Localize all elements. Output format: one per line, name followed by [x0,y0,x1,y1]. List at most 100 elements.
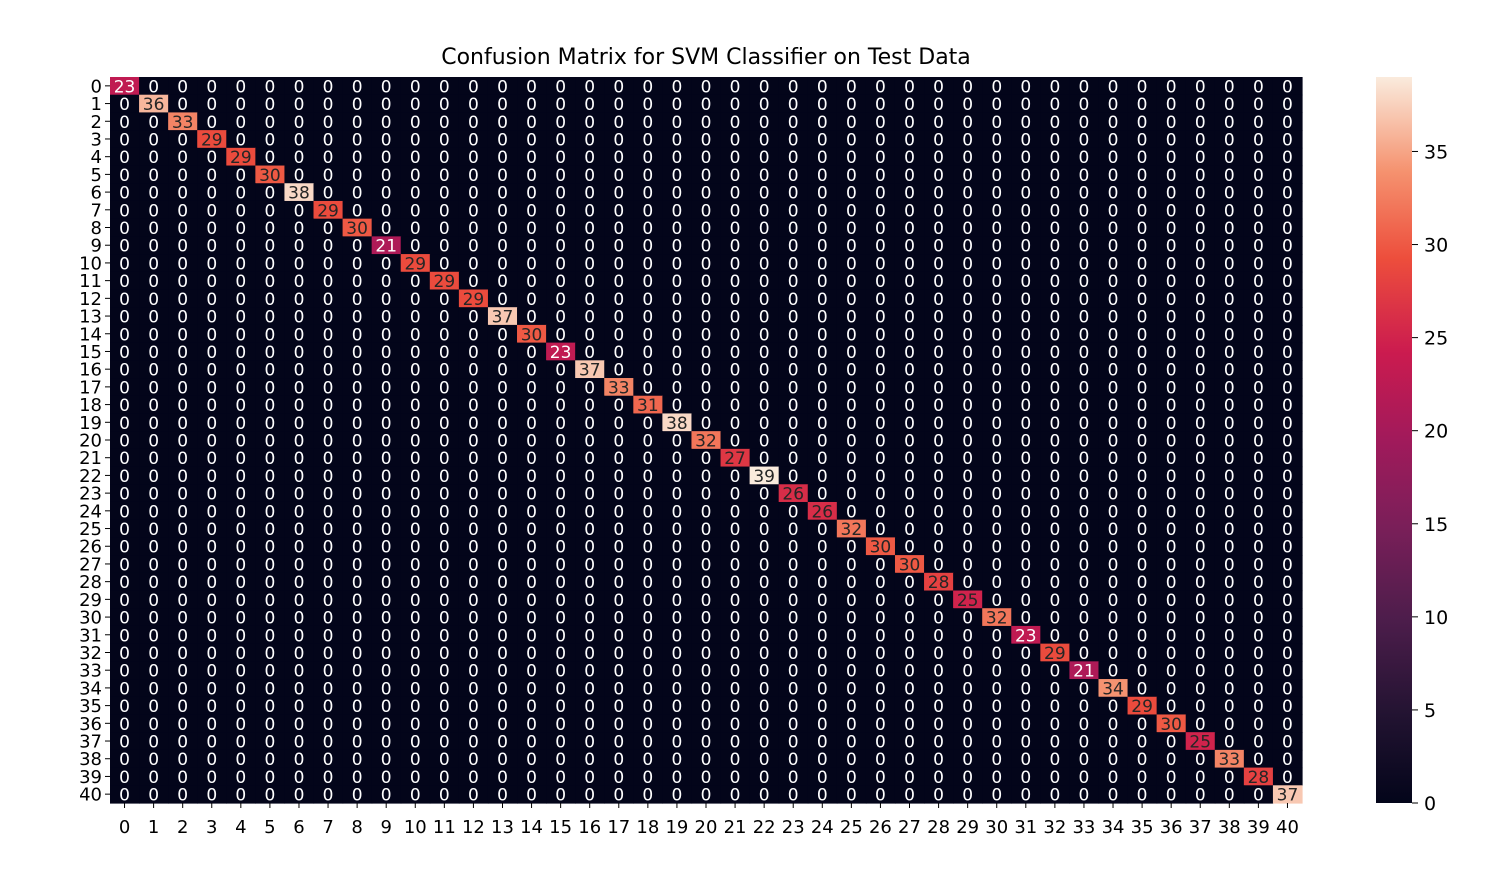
heatmap-cell-5-31 [1011,165,1041,184]
heatmap-cell-9-38 [1214,236,1245,255]
heatmap-cell-0-38 [1214,77,1245,96]
heatmap-cell-11-38 [1214,271,1245,291]
heatmap-cell-0-15 [546,77,576,96]
heatmap-cell-3-8 [342,130,373,149]
heatmap-cell-7-9 [371,200,402,220]
heatmap-cell-10-24 [807,254,838,273]
heatmap-cell-4-3 [197,147,227,167]
heatmap-cell-4-1 [139,147,169,167]
heatmap-cell-9-9 [371,236,402,255]
heatmap-cell-3-10 [400,130,431,149]
heatmap-cell-2-12 [458,112,489,131]
cell-value-40-25: 0 [846,786,857,806]
heatmap-cell-7-37 [1185,200,1216,220]
heatmap-cell-1-17 [604,94,634,114]
heatmap-cell-1-19 [662,94,693,114]
colorbar-tick-label-4: 20 [1424,421,1448,443]
heatmap-cell-4-30 [982,147,1012,167]
heatmap-cell-2-3 [197,112,227,131]
heatmap-cell-7-40 [1272,200,1303,220]
heatmap-cell-3-25 [836,130,867,149]
heatmap-cell-2-14 [517,112,547,131]
heatmap-cell-9-5 [255,236,286,255]
heatmap-cell-1-23 [778,94,809,114]
heatmap-cell-0-33 [1069,77,1100,96]
heatmap-cell-1-20 [691,94,722,114]
heatmap-cell-3-39 [1243,130,1274,149]
cell-value-40-22: 0 [759,786,770,806]
heatmap-cell-9-16 [575,236,605,255]
heatmap-cell-3-37 [1185,130,1216,149]
heatmap-cell-10-40 [1272,254,1303,273]
heatmap-cell-6-19 [662,183,693,202]
heatmap-cell-3-20 [691,130,722,149]
heatmap-cell-0-19 [662,77,693,96]
heatmap-cell-9-19 [662,236,693,255]
heatmap-cell-1-24 [807,94,838,114]
x-tick-label-25: 25 [840,817,863,838]
heatmap-cell-10-26 [865,254,896,273]
heatmap-cell-2-26 [865,112,896,131]
heatmap-cell-12-7 [313,289,344,308]
x-tick-label-2: 2 [177,817,188,838]
heatmap-cell-3-28 [924,130,954,149]
heatmap-cell-7-0 [110,200,140,220]
x-tick-label-30: 30 [985,817,1008,838]
cell-value-40-11: 0 [439,786,450,806]
heatmap-cell-4-28 [924,147,954,167]
heatmap-cell-10-32 [1040,254,1071,273]
heatmap-cell-10-3 [197,254,227,273]
heatmap-cell-4-7 [313,147,344,167]
heatmap-cell-2-24 [807,112,838,131]
heatmap-cell-0-34 [1098,77,1129,96]
heatmap-cell-7-32 [1040,200,1071,220]
heatmap-cell-2-40 [1272,112,1303,131]
heatmap-cell-3-38 [1214,130,1245,149]
heatmap-cell-3-3 [197,130,227,149]
heatmap-cell-9-36 [1156,236,1187,255]
heatmap-cell-0-28 [924,77,954,96]
heatmap-cell-11-13 [487,271,518,291]
heatmap-cell-1-30 [982,94,1012,114]
heatmap-cell-6-11 [429,183,460,202]
heatmap-cell-1-3 [197,94,227,114]
heatmap-cell-3-33 [1069,130,1100,149]
colorbar-tick-label-6: 30 [1424,235,1448,257]
x-tick-label-39: 39 [1247,817,1270,838]
heatmap-cell-0-25 [836,77,867,96]
heatmap-cell-11-2 [168,271,198,291]
heatmap-cell-5-13 [487,165,518,184]
heatmap-cell-2-17 [604,112,634,131]
x-tick-label-16: 16 [578,817,601,838]
heatmap-cell-3-15 [546,130,576,149]
heatmap-cell-0-31 [1011,77,1041,96]
heatmap-cell-3-34 [1098,130,1129,149]
cell-value-40-33: 0 [1079,786,1090,806]
heatmap-cell-8-7 [313,218,344,237]
heatmap-cell-3-0 [110,130,140,149]
heatmap-cell-10-21 [720,254,751,273]
heatmap-cell-4-12 [458,147,489,167]
heatmap-cell-4-27 [894,147,925,167]
heatmap-cell-0-4 [226,77,256,96]
heatmap-cell-8-2 [168,218,198,237]
heatmap-cell-8-30 [982,218,1012,237]
heatmap-cell-8-32 [1040,218,1071,237]
heatmap-cell-11-32 [1040,271,1071,291]
heatmap-cell-7-23 [778,200,809,220]
heatmap-cell-12-6 [284,289,315,308]
heatmap-cell-2-33 [1069,112,1100,131]
heatmap-cell-8-38 [1214,218,1245,237]
heatmap-cell-0-3 [197,77,227,96]
x-tick-label-15: 15 [549,817,572,838]
heatmap-cell-7-36 [1156,200,1187,220]
heatmap-cell-3-40 [1272,130,1303,149]
heatmap-cell-2-23 [778,112,809,131]
heatmap-cell-0-40 [1272,77,1303,96]
heatmap-cell-2-7 [313,112,344,131]
heatmap-cell-0-7 [313,77,344,96]
heatmap-cell-7-20 [691,200,722,220]
heatmap-cell-1-32 [1040,94,1071,114]
heatmap-cell-6-32 [1040,183,1071,202]
heatmap-cell-3-16 [575,130,605,149]
